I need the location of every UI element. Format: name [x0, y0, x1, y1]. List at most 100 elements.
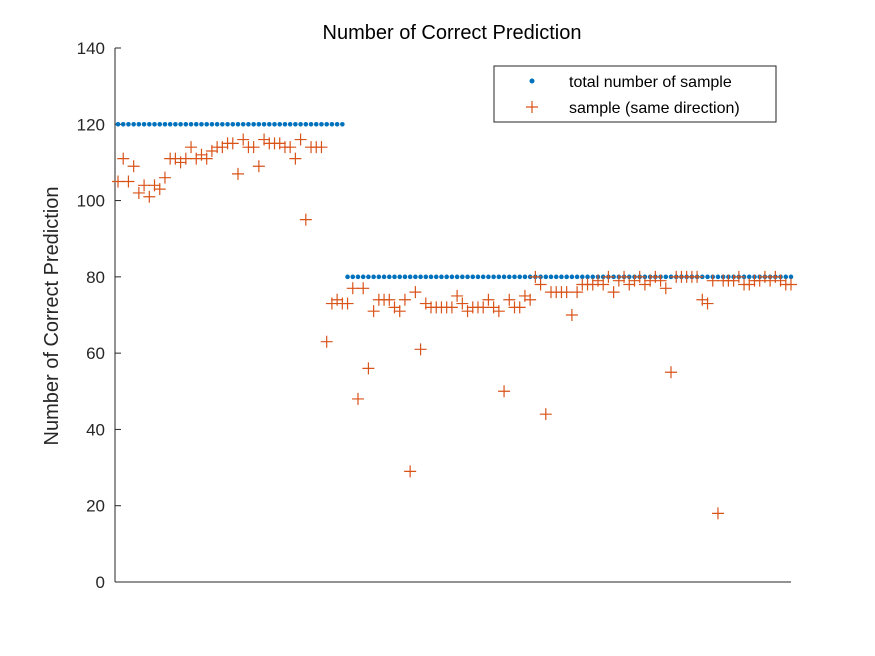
- series-2: [112, 133, 797, 520]
- data-point: [313, 121, 319, 127]
- data-point: [574, 274, 580, 280]
- data-point: [132, 186, 145, 199]
- data-point: [287, 121, 293, 127]
- data-point: [294, 133, 307, 146]
- data-point: [188, 121, 194, 127]
- data-point: [414, 343, 427, 356]
- data-point: [320, 335, 333, 348]
- data-point: [324, 121, 329, 127]
- series-1: [115, 121, 794, 280]
- data-point: [350, 274, 356, 280]
- data-point: [214, 121, 220, 127]
- data-point: [501, 274, 507, 280]
- data-point: [449, 274, 455, 280]
- y-tick-label: 100: [77, 192, 105, 211]
- data-point: [235, 121, 241, 127]
- data-point: [340, 121, 345, 127]
- data-point: [480, 274, 486, 280]
- data-point: [355, 274, 361, 280]
- data-point: [204, 121, 209, 127]
- data-point: [524, 293, 537, 306]
- data-point: [376, 274, 382, 280]
- y-axis-label: Number of Correct Prediction: [41, 187, 63, 446]
- data-point: [112, 175, 124, 188]
- legend: total number of sample sample (same direc…: [493, 65, 777, 123]
- data-point: [398, 293, 411, 306]
- data-point: [153, 183, 166, 196]
- data-point: [746, 274, 752, 280]
- axes: [114, 48, 791, 583]
- y-tick-label: 80: [86, 268, 105, 287]
- data-point: [126, 121, 131, 127]
- data-point: [454, 274, 460, 280]
- data-point: [492, 305, 505, 318]
- data-point: [240, 121, 246, 127]
- data-point: [659, 282, 672, 295]
- data-point: [152, 121, 157, 127]
- data-point: [665, 366, 678, 379]
- data-point: [334, 121, 340, 127]
- data-point: [445, 301, 458, 314]
- data-point: [559, 274, 564, 280]
- data-point: [329, 121, 335, 127]
- data-point: [513, 301, 526, 314]
- data-point: [185, 141, 198, 154]
- data-point: [691, 270, 704, 283]
- data-point: [569, 274, 575, 280]
- data-point: [465, 274, 470, 280]
- data-point: [564, 274, 569, 280]
- data-point: [225, 121, 230, 127]
- data-point: [506, 274, 512, 280]
- data-point: [456, 297, 469, 310]
- data-point: [618, 270, 631, 283]
- data-point: [512, 274, 517, 280]
- data-point: [788, 274, 794, 280]
- legend-label: sample (same direction): [569, 100, 740, 117]
- data-point: [315, 141, 328, 154]
- data-point: [115, 121, 121, 127]
- data-point: [475, 274, 481, 280]
- data-point: [367, 305, 380, 318]
- legend-marker: [526, 101, 538, 113]
- data-point: [571, 286, 584, 299]
- data-point: [783, 274, 789, 280]
- data-point: [178, 121, 183, 127]
- data-point: [308, 121, 314, 127]
- data-marks: [112, 121, 797, 520]
- data-point: [539, 408, 552, 421]
- data-point: [366, 274, 371, 280]
- legend-label: total number of sample: [569, 74, 732, 91]
- data-point: [607, 286, 620, 299]
- data-point: [351, 392, 364, 405]
- data-point: [371, 274, 376, 280]
- data-point: [585, 274, 590, 280]
- data-point: [381, 274, 387, 280]
- data-point: [701, 297, 714, 310]
- y-tick-label: 120: [77, 115, 105, 134]
- data-point: [246, 121, 251, 127]
- data-point: [597, 278, 610, 291]
- data-point: [231, 167, 244, 180]
- data-point: [470, 274, 476, 280]
- y-axis-ticks: 0 20 40 60 80 100 120 140: [77, 39, 121, 592]
- data-point: [252, 160, 265, 173]
- data-point: [345, 274, 350, 280]
- data-point: [534, 278, 547, 291]
- data-point: [247, 141, 260, 154]
- data-point: [341, 297, 354, 310]
- data-point: [715, 274, 721, 280]
- data-point: [277, 121, 283, 127]
- y-tick-label: 60: [86, 344, 105, 363]
- data-point: [293, 121, 298, 127]
- data-point: [560, 286, 573, 299]
- data-point: [482, 293, 495, 306]
- data-point: [284, 141, 297, 154]
- data-point: [261, 121, 267, 127]
- data-point: [423, 274, 429, 280]
- data-point: [732, 270, 745, 283]
- data-point: [486, 274, 491, 280]
- data-point: [220, 121, 225, 127]
- data-point: [147, 121, 152, 127]
- data-point: [444, 274, 449, 280]
- data-point: [143, 190, 156, 203]
